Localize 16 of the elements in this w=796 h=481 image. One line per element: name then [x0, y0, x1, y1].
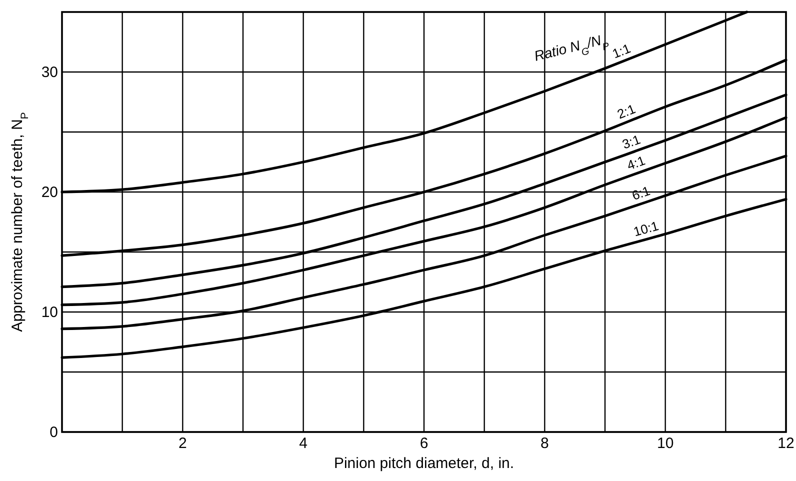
text: 4:1: [625, 152, 648, 174]
text: 3:1: [620, 132, 642, 152]
x-tick-label: 8: [540, 435, 549, 452]
text: 2:1: [615, 101, 638, 122]
y-tick-label: 10: [41, 304, 58, 321]
x-tick-label: 4: [299, 435, 308, 452]
x-tick-label: 6: [420, 435, 428, 452]
x-tick-label: 2: [178, 435, 187, 452]
y-tick-label: 30: [41, 64, 58, 81]
y-tick-label: 20: [41, 184, 58, 201]
x-axis-title: Pinion pitch diameter, d, in.: [334, 455, 514, 472]
x-tick-label: 10: [656, 435, 674, 452]
y-tick-label: 0: [50, 424, 58, 441]
x-tick-label: 12: [778, 435, 794, 452]
text: 10:1: [632, 218, 660, 240]
text: 1:1: [610, 40, 633, 62]
